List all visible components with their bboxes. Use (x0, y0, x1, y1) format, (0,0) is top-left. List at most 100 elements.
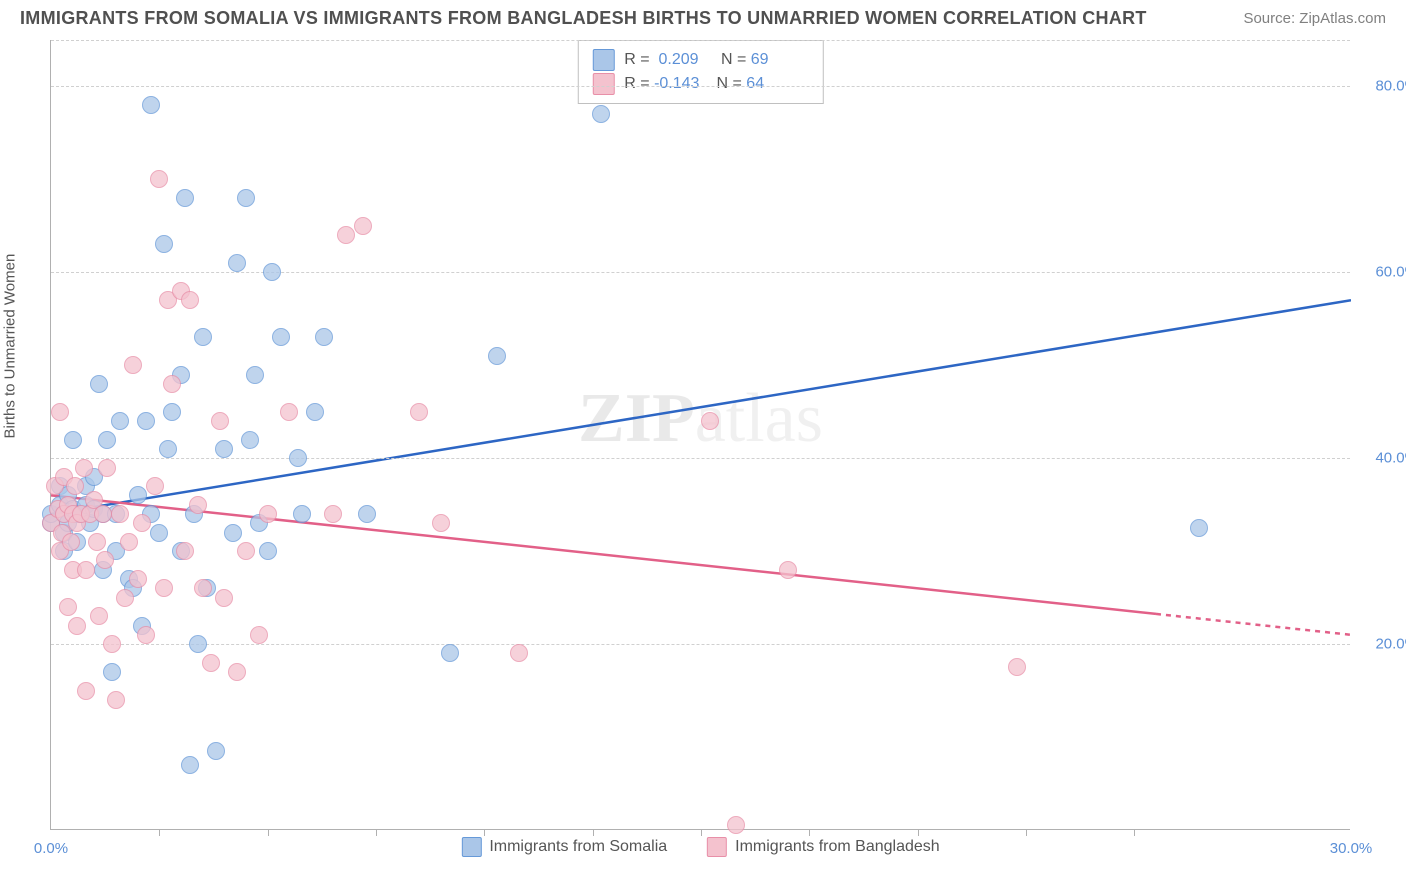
y-tick-label: 80.0% (1375, 78, 1406, 95)
legend-swatch-somalia (592, 49, 614, 71)
data-point-bangladesh (1008, 658, 1026, 676)
x-tick-mark (484, 829, 485, 836)
data-point-bangladesh (727, 816, 745, 834)
data-point-bangladesh (94, 505, 112, 523)
data-point-somalia (224, 524, 242, 542)
data-point-somalia (207, 742, 225, 760)
data-point-somalia (215, 440, 233, 458)
scatter-chart: ZIPatlas R = 0.209 N = 69 R = -0.143 N =… (50, 40, 1350, 830)
data-point-bangladesh (98, 459, 116, 477)
data-point-bangladesh (107, 691, 125, 709)
data-point-bangladesh (77, 682, 95, 700)
data-point-bangladesh (120, 533, 138, 551)
data-point-bangladesh (410, 403, 428, 421)
data-point-bangladesh (150, 170, 168, 188)
data-point-somalia (64, 431, 82, 449)
data-point-bangladesh (90, 607, 108, 625)
data-point-somalia (488, 347, 506, 365)
data-point-somalia (189, 635, 207, 653)
legend-item-bangladesh: Immigrants from Bangladesh (707, 837, 940, 857)
data-point-somalia (111, 412, 129, 430)
data-point-somalia (150, 524, 168, 542)
data-point-somalia (237, 189, 255, 207)
x-tick-mark (701, 829, 702, 836)
source-citation: Source: ZipAtlas.com (1243, 10, 1386, 27)
data-point-bangladesh (354, 217, 372, 235)
data-point-bangladesh (237, 542, 255, 560)
data-point-bangladesh (259, 505, 277, 523)
data-point-bangladesh (75, 459, 93, 477)
legend-swatch-icon (461, 837, 481, 857)
data-point-somalia (358, 505, 376, 523)
data-point-somalia (129, 486, 147, 504)
data-point-somalia (159, 440, 177, 458)
data-point-somalia (246, 366, 264, 384)
data-point-bangladesh (111, 505, 129, 523)
data-point-somalia (263, 263, 281, 281)
data-point-bangladesh (116, 589, 134, 607)
data-point-somalia (272, 328, 290, 346)
data-point-bangladesh (155, 579, 173, 597)
x-tick-mark (376, 829, 377, 836)
data-point-bangladesh (124, 356, 142, 374)
y-tick-label: 40.0% (1375, 450, 1406, 467)
data-point-bangladesh (137, 626, 155, 644)
data-point-bangladesh (432, 514, 450, 532)
data-point-bangladesh (337, 226, 355, 244)
data-point-somalia (306, 403, 324, 421)
data-point-bangladesh (280, 403, 298, 421)
data-point-somalia (155, 235, 173, 253)
legend-label: Immigrants from Bangladesh (735, 838, 940, 856)
data-point-bangladesh (779, 561, 797, 579)
data-point-somalia (289, 449, 307, 467)
data-point-bangladesh (68, 617, 86, 635)
data-point-somalia (103, 663, 121, 681)
legend-swatch-icon (707, 837, 727, 857)
gridline (51, 644, 1350, 645)
data-point-somalia (315, 328, 333, 346)
data-point-somalia (176, 189, 194, 207)
data-point-bangladesh (228, 663, 246, 681)
y-tick-label: 20.0% (1375, 636, 1406, 653)
data-point-somalia (90, 375, 108, 393)
data-point-bangladesh (103, 635, 121, 653)
data-point-bangladesh (163, 375, 181, 393)
x-tick-label: 0.0% (34, 840, 68, 857)
data-point-bangladesh (62, 533, 80, 551)
data-point-bangladesh (181, 291, 199, 309)
x-tick-mark (1026, 829, 1027, 836)
gridline (51, 40, 1350, 41)
data-point-bangladesh (176, 542, 194, 560)
data-point-bangladesh (250, 626, 268, 644)
corr-row-somalia: R = 0.209 N = 69 (592, 49, 808, 71)
data-point-bangladesh (510, 644, 528, 662)
data-point-bangladesh (211, 412, 229, 430)
legend-item-somalia: Immigrants from Somalia (461, 837, 667, 857)
data-point-somalia (592, 105, 610, 123)
gridline (51, 458, 1350, 459)
x-tick-mark (159, 829, 160, 836)
y-tick-label: 60.0% (1375, 264, 1406, 281)
data-point-bangladesh (59, 598, 77, 616)
data-point-somalia (137, 412, 155, 430)
corr-row-bangladesh: R = -0.143 N = 64 (592, 73, 808, 95)
x-tick-mark (593, 829, 594, 836)
data-point-bangladesh (202, 654, 220, 672)
data-point-somalia (441, 644, 459, 662)
x-tick-mark (1134, 829, 1135, 836)
gridline (51, 86, 1350, 87)
data-point-bangladesh (189, 496, 207, 514)
data-point-bangladesh (88, 533, 106, 551)
data-point-somalia (163, 403, 181, 421)
data-point-somalia (259, 542, 277, 560)
correlation-legend: R = 0.209 N = 69 R = -0.143 N = 64 (577, 40, 823, 104)
data-point-bangladesh (194, 579, 212, 597)
x-tick-mark (268, 829, 269, 836)
x-tick-mark (809, 829, 810, 836)
data-point-bangladesh (77, 561, 95, 579)
data-point-bangladesh (133, 514, 151, 532)
data-point-somalia (142, 96, 160, 114)
data-point-bangladesh (66, 477, 84, 495)
legend-label: Immigrants from Somalia (489, 838, 667, 856)
data-point-bangladesh (324, 505, 342, 523)
